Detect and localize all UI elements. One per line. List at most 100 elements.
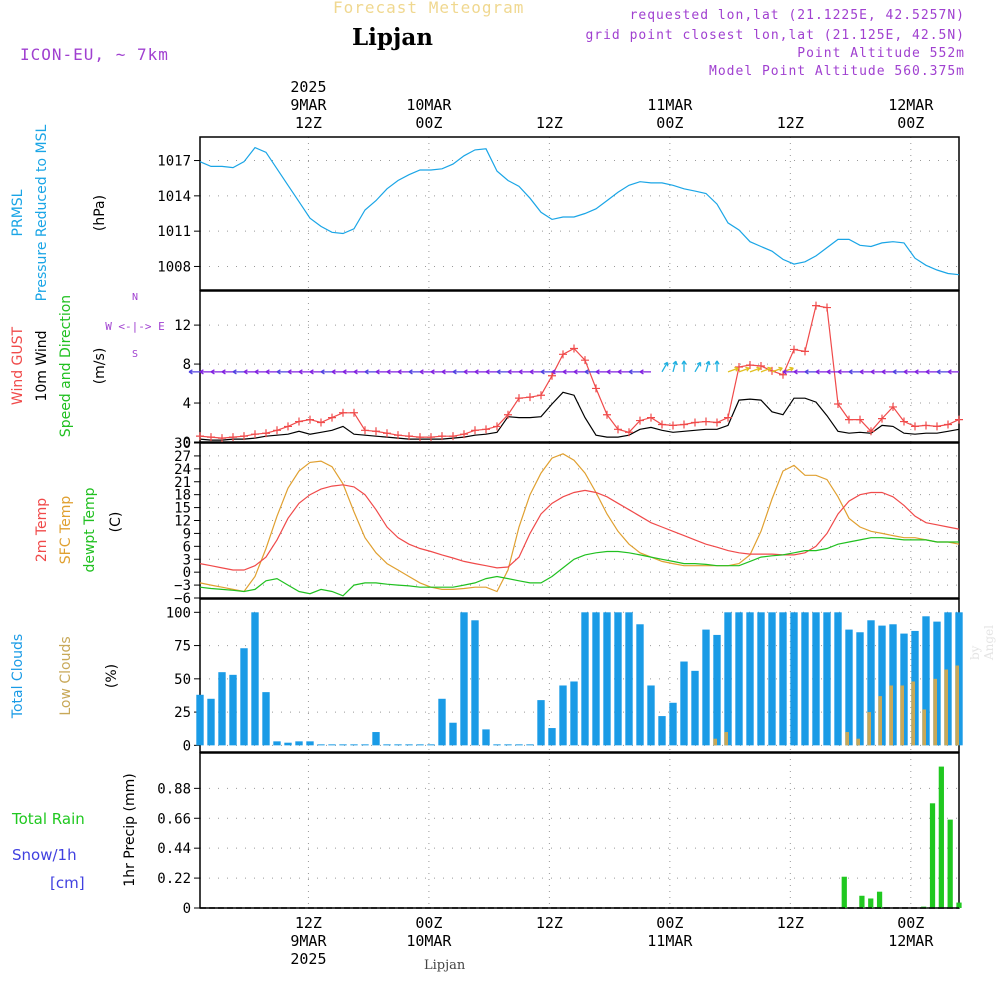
top-time-label: 10MAR: [406, 96, 452, 114]
wind-direction-arrow: [551, 369, 563, 375]
wind-gust-line-marker: [724, 413, 732, 422]
wind-gust-line-marker: [559, 350, 567, 359]
total-cloud-bar: [779, 612, 787, 746]
wind-gust-line-marker: [251, 430, 259, 439]
wind-gust-line-marker: [416, 433, 424, 442]
wind-ytick-label: 8: [183, 357, 191, 373]
total-cloud-bar: [592, 612, 600, 746]
clouds-ytick-label: 100: [166, 605, 191, 621]
wind-gust-line-marker: [801, 347, 809, 356]
wind-direction-arrow: [617, 369, 629, 375]
wind-gust-line-marker: [526, 393, 534, 402]
wind-gust-line-marker: [438, 432, 446, 441]
precip-ytick-label: 0.44: [157, 841, 191, 857]
low-cloud-bar: [856, 738, 860, 746]
wind-direction-arrow: [672, 360, 678, 373]
label-speed-direction: Speed and Direction: [58, 295, 74, 437]
wind-direction-arrow: [485, 369, 497, 375]
temperature-ytick-label: 18: [174, 488, 191, 504]
wind-direction-arrow: [474, 369, 486, 375]
wind-direction-arrow: [738, 366, 750, 373]
wind-gust-line-marker: [625, 428, 633, 437]
top-time-label: 9MAR: [290, 96, 327, 114]
total-cloud-bar: [273, 741, 281, 746]
total-cloud-bar: [812, 612, 820, 746]
wind-gust-line-marker: [636, 416, 644, 425]
top-time-label: 12Z: [777, 114, 804, 132]
wind-direction-arrow: [452, 369, 464, 375]
wind-gust-line-marker: [713, 418, 721, 427]
wind-frame: [199, 290, 960, 443]
label-precip-mm: 1hr Precip (mm): [122, 773, 138, 886]
wind-direction-arrow: [342, 369, 354, 375]
wind-direction-arrow: [694, 361, 702, 373]
wind-direction-arrow: [408, 369, 420, 375]
total-cloud-bar: [251, 612, 259, 746]
wind-direction-arrow: [507, 369, 519, 375]
wind-gust-line-marker: [317, 418, 325, 427]
bottom-time-label: 12MAR: [888, 932, 934, 950]
pressure-line: [199, 146, 960, 276]
total-cloud-bar: [702, 629, 710, 746]
wind-gust-line-marker: [284, 422, 292, 431]
total-cloud-bar: [603, 612, 611, 746]
wind-gust-line-marker: [394, 431, 402, 440]
bottom-time-label: 11MAR: [647, 932, 693, 950]
total-cloud-bar: [196, 694, 204, 746]
wind-gust-line-marker: [471, 426, 479, 435]
wind-gust-line-marker: [669, 421, 677, 430]
wind-direction-arrow: [364, 369, 376, 375]
wind-gust-line-marker: [449, 432, 457, 441]
wind-gust-line-marker: [878, 414, 886, 423]
requested-coords: requested lon,lat (21.1225E, 42.5257N): [629, 8, 965, 23]
wind-direction-arrow: [782, 369, 794, 375]
wind-gust-line-marker: [493, 422, 501, 431]
wind-direction-arrow: [771, 366, 783, 373]
wind-gust-line-marker: [680, 420, 688, 429]
total-cloud-bar: [581, 612, 589, 746]
wind-gust-line-marker: [614, 425, 622, 434]
wind-direction-arrow: [309, 369, 321, 375]
rain-bar: [956, 902, 962, 908]
total-cloud-bar: [504, 744, 512, 746]
total-cloud-bar: [570, 681, 578, 746]
wind-gust-line-marker: [603, 410, 611, 419]
wind-gust-line-marker: [383, 429, 391, 438]
bottom-time-label: 2025: [290, 950, 326, 968]
wind-direction-arrow: [947, 369, 959, 375]
label-total-rain: Total Rain: [11, 810, 85, 828]
precip-panel: 0 0.22 0.44 0.66 0.88: [157, 752, 962, 917]
wind-gust-line-marker: [856, 415, 864, 424]
label-percent: (%): [104, 664, 120, 688]
total-cloud-bar: [559, 685, 567, 746]
wind-gust-line-marker: [757, 362, 765, 371]
top-time-label: 2025: [290, 78, 326, 96]
wind-gust-line-marker: [548, 371, 556, 380]
clouds-ytick-label: 50: [174, 672, 191, 688]
rain-bar: [841, 876, 847, 908]
wind-gust-line-marker: [218, 434, 226, 443]
label-wind-gust: Wind GUST: [10, 326, 26, 405]
total-cloud-bar: [768, 612, 776, 746]
low-cloud-bar: [933, 678, 937, 746]
total-cloud-bar: [350, 744, 358, 746]
total-cloud-bar: [801, 612, 809, 746]
pressure-ytick-label: 1011: [157, 224, 191, 240]
wind-gust-line-marker: [295, 417, 303, 426]
wind-gust-line-marker: [229, 433, 237, 442]
meteogram-heading: Forecast Meteogram: [333, 0, 525, 17]
label-low-clouds: Low Clouds: [58, 636, 74, 715]
label-c: (C): [108, 512, 124, 533]
bottom-time-label: 12Z: [295, 914, 322, 932]
wind-gust-line-marker: [790, 345, 798, 354]
label-10m-wind: 10m Wind: [34, 330, 50, 401]
wind-direction-arrow: [232, 369, 244, 375]
wind-gust-line-marker: [515, 394, 523, 403]
total-cloud-bar: [724, 612, 732, 746]
wind-gust-line: [199, 304, 960, 439]
total-cloud-bar: [482, 729, 490, 746]
label-2m-temp: 2m Temp: [34, 498, 50, 562]
total-cloud-bar: [438, 698, 446, 746]
top-time-label: 12Z: [536, 114, 563, 132]
